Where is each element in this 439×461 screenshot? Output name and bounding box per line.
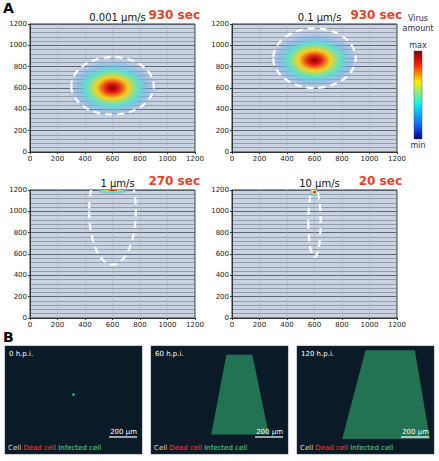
svg-text:200: 200 xyxy=(216,293,229,301)
svg-text:10 μm/s: 10 μm/s xyxy=(299,178,340,189)
svg-text:600: 600 xyxy=(14,250,27,258)
svg-text:800: 800 xyxy=(14,63,27,71)
svg-text:1200: 1200 xyxy=(9,186,27,194)
svg-text:800: 800 xyxy=(133,321,146,329)
svg-text:930 sec: 930 sec xyxy=(350,8,402,22)
svg-text:600: 600 xyxy=(216,250,229,258)
svg-text:min: min xyxy=(410,141,425,150)
svg-text:0: 0 xyxy=(230,155,234,163)
svg-text:0: 0 xyxy=(23,148,27,156)
svg-text:Dead cell: Dead cell xyxy=(169,444,202,452)
svg-text:1000: 1000 xyxy=(211,207,229,215)
svg-text:400: 400 xyxy=(216,271,229,279)
svg-text:1000: 1000 xyxy=(361,155,379,163)
svg-text:400: 400 xyxy=(216,105,229,113)
svg-text:1200: 1200 xyxy=(186,155,204,163)
svg-text:Infected cell: Infected cell xyxy=(204,444,247,452)
svg-text:0: 0 xyxy=(28,155,32,163)
svg-text:1200: 1200 xyxy=(186,321,204,329)
svg-text:1000: 1000 xyxy=(159,321,177,329)
svg-text:1000: 1000 xyxy=(9,207,27,215)
svg-text:0.1 μm/s: 0.1 μm/s xyxy=(298,12,342,23)
svg-text:400: 400 xyxy=(78,155,91,163)
svg-text:A: A xyxy=(3,0,14,16)
svg-text:200 μm: 200 μm xyxy=(110,428,137,436)
svg-text:800: 800 xyxy=(216,63,229,71)
svg-text:1200: 1200 xyxy=(388,155,406,163)
svg-text:amount: amount xyxy=(403,24,434,33)
svg-text:600: 600 xyxy=(106,155,119,163)
svg-text:Infected cell: Infected cell xyxy=(350,444,393,452)
svg-text:400: 400 xyxy=(14,271,27,279)
svg-text:200: 200 xyxy=(216,127,229,135)
svg-text:B: B xyxy=(3,329,14,345)
svg-text:max: max xyxy=(409,41,427,50)
svg-text:800: 800 xyxy=(14,229,27,237)
svg-text:1200: 1200 xyxy=(211,20,229,28)
svg-text:0.001 μm/s: 0.001 μm/s xyxy=(89,12,146,23)
svg-text:0: 0 xyxy=(28,321,32,329)
svg-text:1200: 1200 xyxy=(211,186,229,194)
svg-text:120 h.p.i.: 120 h.p.i. xyxy=(301,350,334,358)
svg-text:200: 200 xyxy=(253,155,266,163)
svg-text:600: 600 xyxy=(308,321,321,329)
svg-text:200 μm: 200 μm xyxy=(402,428,429,436)
svg-text:400: 400 xyxy=(280,321,293,329)
svg-text:930 sec: 930 sec xyxy=(148,8,200,22)
svg-text:1000: 1000 xyxy=(9,41,27,49)
svg-text:1 μm/s: 1 μm/s xyxy=(100,178,134,189)
svg-text:600: 600 xyxy=(216,84,229,92)
svg-text:200: 200 xyxy=(253,321,266,329)
svg-text:1200: 1200 xyxy=(388,321,406,329)
svg-text:600: 600 xyxy=(308,155,321,163)
svg-text:Dead cell: Dead cell xyxy=(315,444,348,452)
svg-text:20 sec: 20 sec xyxy=(359,174,402,188)
svg-text:Cell: Cell xyxy=(8,444,21,452)
svg-text:800: 800 xyxy=(216,229,229,237)
svg-text:400: 400 xyxy=(78,321,91,329)
svg-text:Cell: Cell xyxy=(300,444,313,452)
svg-text:Dead cell: Dead cell xyxy=(23,444,56,452)
svg-text:800: 800 xyxy=(335,155,348,163)
svg-text:200: 200 xyxy=(14,293,27,301)
svg-text:Virus: Virus xyxy=(408,14,428,23)
svg-text:270 sec: 270 sec xyxy=(148,174,200,188)
svg-text:0: 0 xyxy=(230,321,234,329)
svg-text:200 μm: 200 μm xyxy=(256,428,283,436)
svg-text:Cell: Cell xyxy=(154,444,167,452)
svg-text:0: 0 xyxy=(23,314,27,322)
svg-text:600: 600 xyxy=(106,321,119,329)
svg-text:Infected cell: Infected cell xyxy=(58,444,101,452)
svg-text:800: 800 xyxy=(133,155,146,163)
svg-text:0: 0 xyxy=(225,314,229,322)
svg-text:60 h.p.i.: 60 h.p.i. xyxy=(155,350,184,358)
svg-text:200: 200 xyxy=(14,127,27,135)
svg-text:1000: 1000 xyxy=(361,321,379,329)
svg-text:600: 600 xyxy=(14,84,27,92)
svg-text:800: 800 xyxy=(335,321,348,329)
svg-text:0: 0 xyxy=(225,148,229,156)
svg-text:0 h.p.i.: 0 h.p.i. xyxy=(9,350,33,358)
svg-text:1200: 1200 xyxy=(9,20,27,28)
svg-text:1000: 1000 xyxy=(211,41,229,49)
svg-text:1000: 1000 xyxy=(159,155,177,163)
svg-text:400: 400 xyxy=(14,105,27,113)
svg-text:200: 200 xyxy=(51,155,64,163)
svg-text:400: 400 xyxy=(280,155,293,163)
svg-text:200: 200 xyxy=(51,321,64,329)
